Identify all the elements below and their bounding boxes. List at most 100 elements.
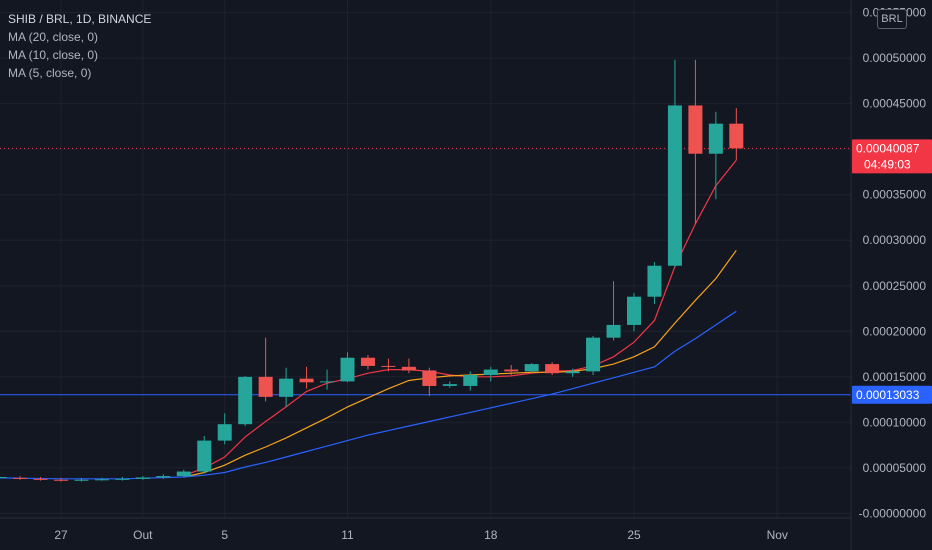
- candle-body: [279, 378, 294, 397]
- candle-down[interactable]: [13, 476, 28, 480]
- candle-up[interactable]: [442, 381, 457, 388]
- candles[interactable]: [0, 59, 744, 482]
- x-tick-label: 18: [484, 528, 498, 542]
- candle-body: [94, 479, 109, 481]
- price-label-bg: [852, 139, 932, 174]
- candle-body: [381, 365, 396, 367]
- y-tick-label: -0.00000000: [859, 506, 927, 520]
- candle-body: [606, 324, 621, 338]
- candle-up[interactable]: [279, 367, 294, 407]
- candle-down[interactable]: [401, 358, 416, 374]
- candle-body: [74, 479, 89, 481]
- candle-body: [422, 370, 437, 386]
- y-tick-label: 0.00005000: [863, 461, 927, 475]
- candle-body: [688, 105, 703, 154]
- candle-body: [483, 369, 498, 376]
- candle-down[interactable]: [729, 108, 744, 161]
- legend-symbol[interactable]: SHIB / BRL, 1D, BINANCE: [8, 12, 152, 26]
- candle-body: [442, 384, 457, 386]
- y-tick-label: 0.00015000: [863, 370, 927, 384]
- candle-body: [197, 440, 212, 472]
- candle-up[interactable]: [0, 476, 7, 479]
- candle-up[interactable]: [606, 281, 621, 341]
- y-tick-label: 0.00035000: [863, 188, 927, 202]
- grid: [0, 0, 851, 518]
- candle-body: [729, 123, 744, 149]
- candle-up[interactable]: [667, 59, 682, 268]
- ma-line: [183, 249, 737, 478]
- candle-up[interactable]: [197, 436, 212, 474]
- candle-down[interactable]: [360, 354, 375, 370]
- candle-down[interactable]: [33, 477, 48, 481]
- x-tick-label: 5: [221, 528, 228, 542]
- candle-up[interactable]: [586, 335, 601, 376]
- candle-body: [545, 364, 560, 374]
- candle-body: [258, 376, 273, 397]
- candle-up[interactable]: [647, 262, 662, 304]
- legend-ma20[interactable]: MA (20, close, 0): [8, 30, 99, 44]
- price-label: 0.00040087: [856, 141, 920, 155]
- y-tick-label: 0.00010000: [863, 415, 927, 429]
- candle-body: [565, 371, 580, 374]
- candle-up[interactable]: [565, 368, 580, 377]
- horizontal-line-label-bg: [852, 385, 932, 404]
- chart-legend: SHIB / BRL, 1D, BINANCE MA (20, close, 0…: [8, 10, 151, 82]
- candle-down[interactable]: [258, 337, 273, 402]
- candle-up[interactable]: [176, 469, 191, 478]
- candle-body: [115, 478, 130, 480]
- candle-body: [401, 366, 416, 371]
- candle-up[interactable]: [115, 477, 130, 481]
- ma-line: [0, 310, 737, 480]
- candle-up[interactable]: [340, 352, 355, 383]
- y-tick-label: 0.00025000: [863, 279, 927, 293]
- candle-up[interactable]: [217, 413, 232, 445]
- candle-up[interactable]: [135, 476, 150, 480]
- candle-up[interactable]: [463, 371, 478, 391]
- candle-body: [647, 265, 662, 297]
- legend-ma5[interactable]: MA (5, close, 0): [8, 66, 92, 80]
- legend-ma10[interactable]: MA (10, close, 0): [8, 48, 99, 62]
- candle-up[interactable]: [627, 293, 641, 332]
- x-tick-label: Nov: [767, 528, 788, 542]
- currency-badge[interactable]: BRL: [877, 9, 907, 29]
- candle-down[interactable]: [422, 367, 437, 396]
- candle-up[interactable]: [238, 375, 253, 427]
- y-tick-label: 0.00050000: [863, 51, 927, 65]
- x-tick-label: 25: [627, 528, 641, 542]
- candle-body: [708, 123, 723, 154]
- candle-down[interactable]: [381, 358, 396, 372]
- candle-down[interactable]: [54, 477, 68, 482]
- x-tick-label: 27: [54, 528, 68, 542]
- candle-body: [524, 364, 539, 372]
- candle-body: [627, 296, 641, 325]
- candle-down[interactable]: [299, 366, 314, 389]
- x-tick-label: 11: [341, 528, 354, 542]
- candle-up[interactable]: [74, 477, 89, 482]
- candle-down[interactable]: [688, 59, 703, 224]
- candle-up[interactable]: [94, 477, 109, 481]
- candle-body: [504, 369, 519, 372]
- candle-down[interactable]: [504, 365, 519, 376]
- moving-averages: [0, 159, 737, 480]
- candle-down[interactable]: [545, 362, 560, 376]
- candle-body: [176, 471, 191, 477]
- candle-up[interactable]: [708, 111, 723, 200]
- candle-body: [238, 376, 253, 425]
- candle-body: [135, 477, 150, 479]
- ma-line: [183, 159, 737, 477]
- candle-up[interactable]: [483, 366, 498, 382]
- candle-up[interactable]: [320, 369, 335, 390]
- candle-body: [586, 337, 601, 372]
- y-tick-label: 0.00030000: [863, 233, 927, 247]
- candle-body: [299, 378, 314, 383]
- candle-up[interactable]: [524, 363, 539, 374]
- candle-body: [156, 476, 171, 478]
- candle-body: [54, 479, 68, 481]
- candle-up[interactable]: [156, 474, 171, 479]
- candle-body: [340, 357, 355, 382]
- candle-body: [320, 381, 335, 383]
- candle-body: [217, 424, 232, 441]
- candle-body: [360, 357, 375, 366]
